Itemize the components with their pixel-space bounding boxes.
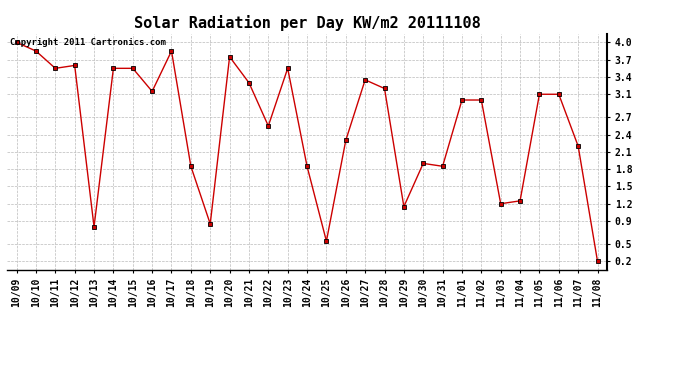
Text: Copyright 2011 Cartronics.com: Copyright 2011 Cartronics.com [10, 39, 166, 48]
Title: Solar Radiation per Day KW/m2 20111108: Solar Radiation per Day KW/m2 20111108 [134, 15, 480, 31]
